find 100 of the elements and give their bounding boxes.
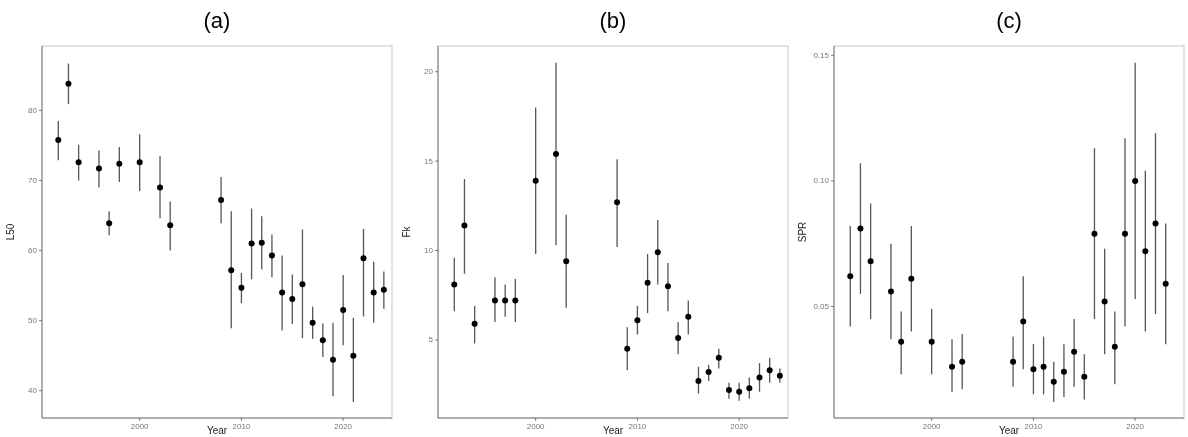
x-tick-label: 2000 <box>130 422 150 431</box>
y-tick-label: 70 <box>28 176 38 186</box>
point <box>705 369 712 376</box>
point <box>502 297 509 304</box>
x-tick-label: 2020 <box>1126 422 1145 431</box>
point <box>1132 177 1139 184</box>
point <box>867 258 874 265</box>
point <box>167 222 174 229</box>
y-tick-label: 5 <box>428 335 434 345</box>
point <box>136 159 143 166</box>
y-tick-label: 0.10 <box>813 176 830 186</box>
y-tick-label: 20 <box>424 67 434 77</box>
point <box>634 317 641 324</box>
point <box>299 281 306 288</box>
point <box>624 345 631 352</box>
point <box>644 279 651 286</box>
point <box>279 289 286 296</box>
x-tick-label: 2000 <box>526 422 546 431</box>
point <box>1010 358 1017 365</box>
point <box>1152 220 1159 227</box>
y-axis-title: SPR <box>797 221 808 243</box>
point <box>1040 363 1047 370</box>
point <box>340 307 347 314</box>
point <box>685 313 692 320</box>
point <box>360 255 367 262</box>
point <box>695 378 702 384</box>
point <box>370 289 377 296</box>
point <box>949 363 956 370</box>
point <box>898 338 905 345</box>
point <box>228 267 235 274</box>
point <box>1111 343 1118 350</box>
point <box>1101 298 1108 305</box>
x-tick-label: 2020 <box>334 422 353 431</box>
y-axis-title: Fk <box>401 225 412 238</box>
point <box>746 385 753 392</box>
point <box>908 275 915 282</box>
point <box>725 386 732 393</box>
chart-title: (a) <box>203 8 231 33</box>
point <box>1121 230 1128 237</box>
point <box>268 252 275 259</box>
point <box>857 225 864 232</box>
y-tick-label: 10 <box>424 246 434 256</box>
point <box>218 197 225 204</box>
y-tick-label: 50 <box>28 316 38 326</box>
point <box>736 388 743 395</box>
point <box>491 297 498 304</box>
x-axis-title: Year <box>998 425 1020 436</box>
y-axis-title: L50 <box>5 223 16 241</box>
point <box>614 199 621 206</box>
y-tick-label: 60 <box>28 246 38 256</box>
point <box>715 354 722 361</box>
y-tick-label: 15 <box>424 156 434 166</box>
point <box>248 240 255 247</box>
point <box>1081 373 1088 380</box>
point <box>95 165 102 172</box>
point <box>766 367 773 374</box>
point <box>1142 248 1149 255</box>
point <box>451 281 458 288</box>
point <box>675 335 682 342</box>
x-tick-label: 2010 <box>628 422 647 431</box>
point <box>553 150 560 157</box>
x-tick-label: 2000 <box>922 422 942 431</box>
point <box>55 136 62 143</box>
point <box>532 177 539 184</box>
point <box>776 372 783 379</box>
point <box>1071 348 1078 355</box>
x-axis-title: Year <box>206 425 228 436</box>
point <box>319 337 326 344</box>
x-axis-title: Year <box>602 425 624 436</box>
point <box>75 159 82 166</box>
point <box>1050 378 1057 385</box>
point <box>1030 366 1037 373</box>
point <box>1162 280 1169 287</box>
point <box>928 338 935 345</box>
point <box>289 295 296 302</box>
point <box>756 374 763 381</box>
x-tick-label: 2010 <box>232 422 251 431</box>
y-tick-label: 0.15 <box>813 50 830 60</box>
point <box>238 284 245 291</box>
point <box>1091 230 1098 237</box>
x-tick-label: 2020 <box>730 422 749 431</box>
point <box>350 352 357 359</box>
chart-title: (c) <box>996 8 1022 33</box>
point <box>329 356 336 363</box>
point <box>309 319 316 326</box>
point <box>664 283 671 290</box>
point <box>471 320 478 327</box>
point <box>563 258 570 265</box>
point <box>157 184 164 191</box>
point <box>847 273 854 280</box>
point <box>1020 318 1027 325</box>
point <box>116 160 123 167</box>
y-tick-label: 80 <box>28 106 38 116</box>
y-tick-label: 40 <box>28 386 38 396</box>
point <box>654 249 661 256</box>
point <box>258 239 265 246</box>
point <box>959 358 966 365</box>
point <box>887 288 894 295</box>
point <box>65 80 72 87</box>
point <box>1060 368 1067 375</box>
